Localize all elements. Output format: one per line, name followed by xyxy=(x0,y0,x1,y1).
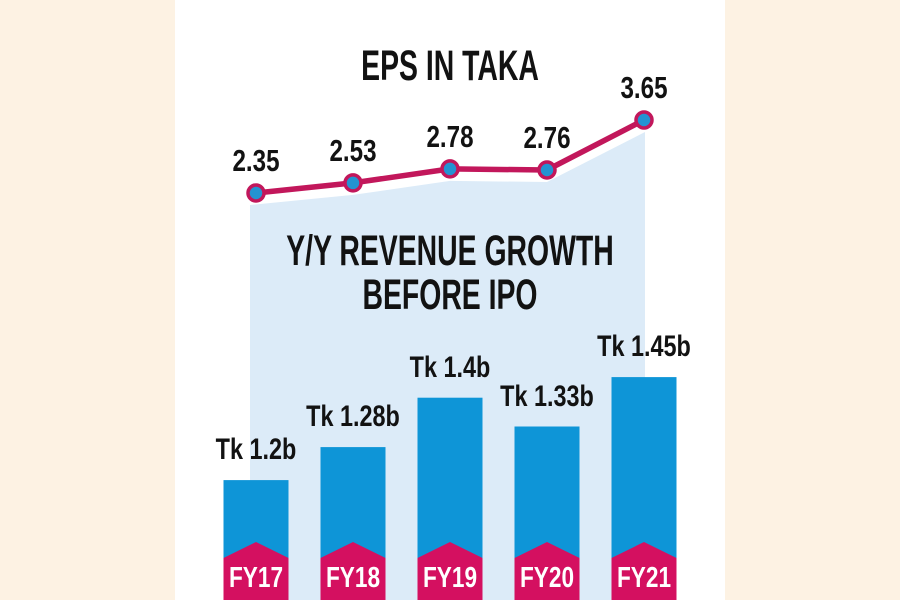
eps-point-fy21 xyxy=(634,110,654,130)
eps-point-fy18 xyxy=(343,173,363,193)
eps-point-fy20 xyxy=(537,160,557,180)
category-badge-fy20 xyxy=(514,542,580,600)
category-badge-fy21 xyxy=(611,542,677,600)
eps-point-fy17 xyxy=(246,183,266,203)
category-badge-fy18 xyxy=(320,542,386,600)
eps-point-fy19 xyxy=(440,159,460,179)
category-badge-fy19 xyxy=(417,542,483,600)
category-badge-fy17 xyxy=(223,542,289,600)
